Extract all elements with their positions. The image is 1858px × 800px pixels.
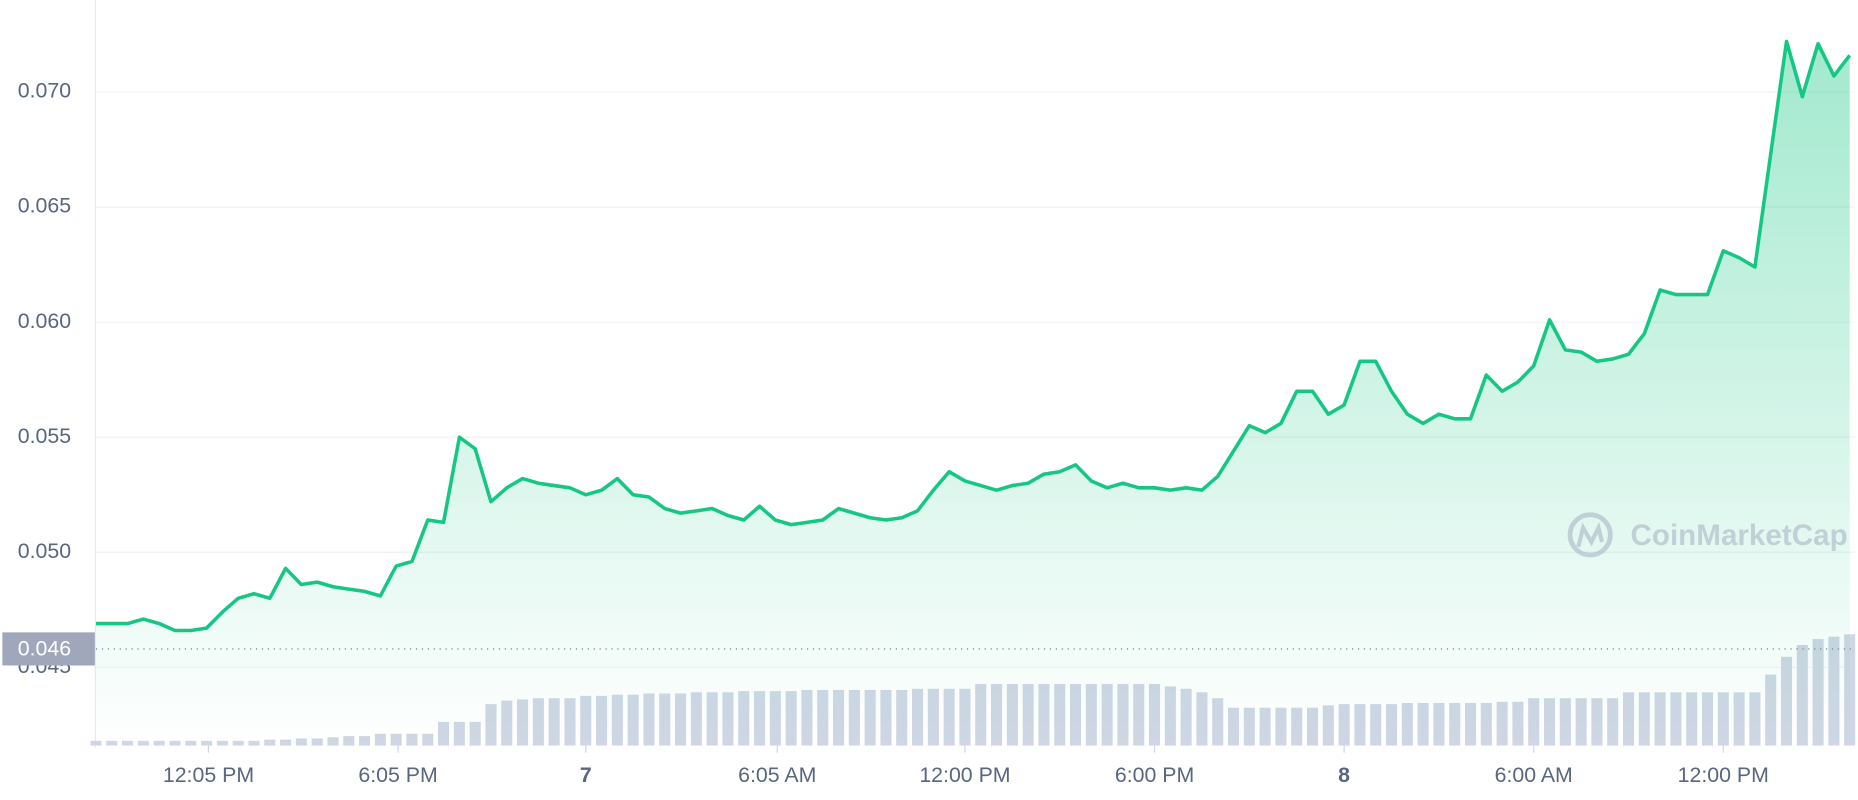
x-tick-label: 12:00 PM (919, 763, 1010, 787)
watermark: CoinMarketCap (1567, 512, 1848, 558)
x-tick-label: 6:00 AM (1495, 763, 1573, 787)
x-tick-label: 6:05 AM (738, 763, 816, 787)
x-tick-label: 6:05 PM (358, 763, 437, 787)
x-tick-label: 7 (580, 763, 592, 787)
x-tick-label: 12:00 PM (1678, 763, 1769, 787)
price-line (95, 39, 1852, 633)
reference: 0.046 (2, 632, 1855, 666)
x-tick-label: 6:00 PM (1115, 763, 1194, 787)
watermark-text: CoinMarketCap (1630, 519, 1847, 552)
x-tick-label: 12:05 PM (163, 763, 254, 787)
y-tick-label: 0.050 (18, 539, 71, 563)
price-layer (95, 39, 1852, 746)
reference-label: 0.046 (18, 637, 71, 661)
volume-bar (1844, 634, 1856, 746)
x-axis: 12:05 PM 6:05 PM 7 6:05 AM 12:00 PM 6:00 PM 8 6… (163, 745, 1769, 787)
y-tick-label: 0.065 (18, 194, 71, 218)
reference-badge (2, 632, 95, 666)
y-tick-label: 0.070 (18, 79, 71, 103)
y-tick-label: 0.060 (18, 309, 71, 333)
y-tick-label: 0.055 (18, 424, 71, 448)
x-tick-label: 8 (1338, 763, 1350, 787)
price-area (95, 41, 1850, 746)
